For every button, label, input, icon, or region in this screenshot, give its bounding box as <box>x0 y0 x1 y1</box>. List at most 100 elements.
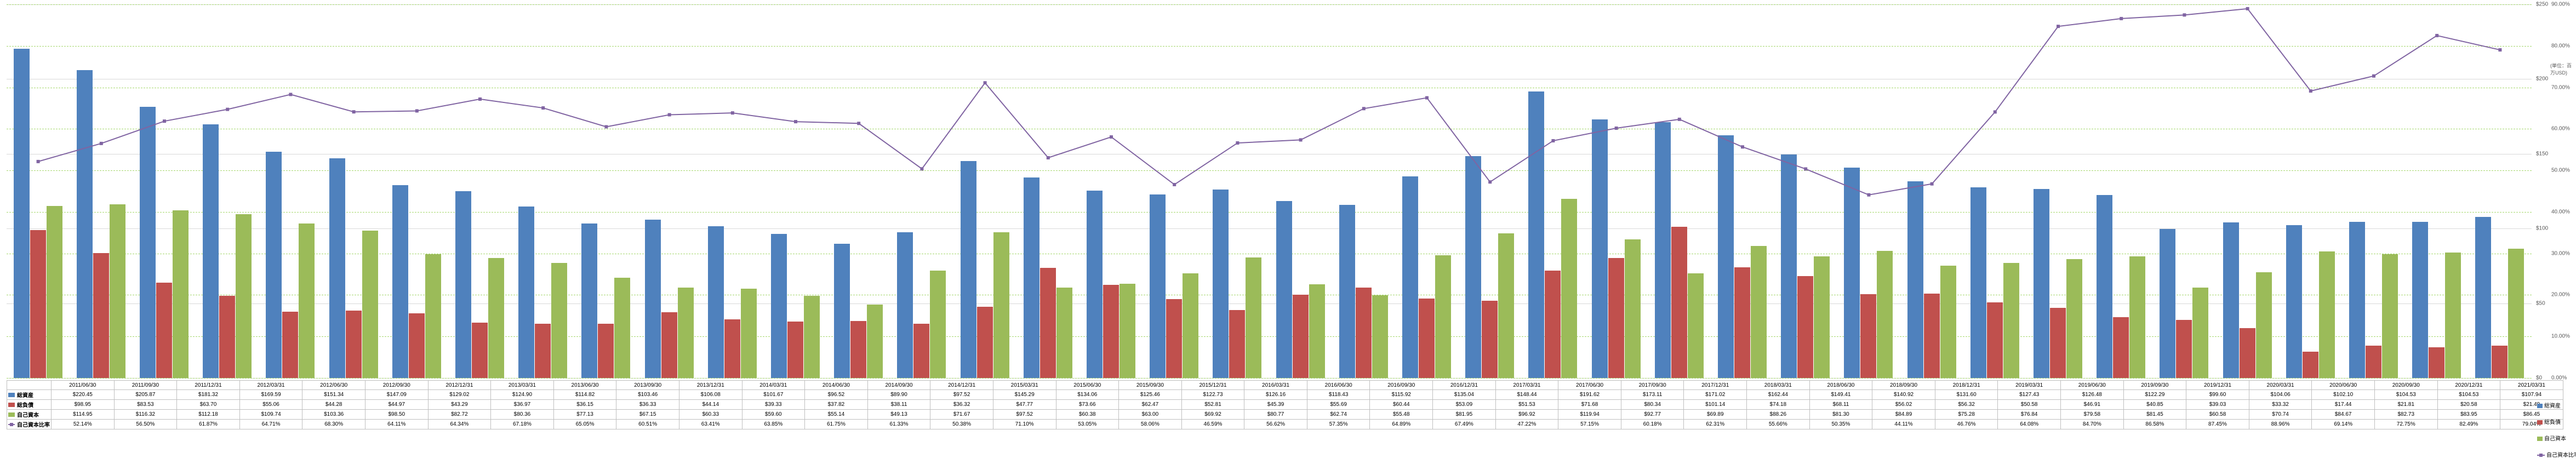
table-col-header: 2020/12/31 <box>2437 381 2500 390</box>
table-cell: $36.15 <box>553 400 616 410</box>
table-cell: $135.04 <box>1433 390 1496 400</box>
table-cell: 61.75% <box>805 420 868 429</box>
marker-自己資本比率 <box>920 167 923 170</box>
table-cell: 84.70% <box>2061 420 2124 429</box>
marker-自己資本比率 <box>604 125 608 128</box>
table-cell: $101.14 <box>1684 400 1747 410</box>
table-cell: $114.95 <box>52 410 115 420</box>
marker-自己資本比率 <box>226 108 229 111</box>
table-cell: $69.92 <box>1181 410 1244 420</box>
table-col-header: 2017/12/31 <box>1684 381 1747 390</box>
table-col-header: 2020/03/31 <box>2249 381 2312 390</box>
table-cell: 69.14% <box>2312 420 2375 429</box>
table-col-header: 2018/03/31 <box>1747 381 1810 390</box>
table-cell: $116.32 <box>114 410 177 420</box>
marker-自己資本比率 <box>2435 34 2438 37</box>
table-cell: $50.58 <box>1998 400 2061 410</box>
y-tick-left: $50 <box>2536 300 2545 306</box>
table-col-header: 2018/06/30 <box>1809 381 1872 390</box>
y-tick-right: 70.00% <box>2551 84 2570 90</box>
marker-自己資本比率 <box>2309 89 2312 93</box>
legend-marker-icon <box>8 424 15 425</box>
table-col-header: 2015/12/31 <box>1181 381 1244 390</box>
line-layer <box>7 4 2532 378</box>
table-cell: $45.39 <box>1244 400 1307 410</box>
table-cell: $40.85 <box>2123 400 2186 410</box>
table-cell: 52.14% <box>52 420 115 429</box>
table-cell: $114.82 <box>553 390 616 400</box>
table-cell: $36.33 <box>616 400 679 410</box>
table-corner <box>7 381 52 390</box>
table-cell: $104.53 <box>2374 390 2437 400</box>
legend-label: 自己資本比率 <box>2546 452 2576 458</box>
marker-自己資本比率 <box>2372 74 2375 78</box>
legend-label: 自己資本 <box>2544 436 2566 442</box>
table-cell: $80.77 <box>1244 410 1307 420</box>
table-cell: $70.74 <box>2249 410 2312 420</box>
table-cell: 57.35% <box>1307 420 1370 429</box>
marker-自己資本比率 <box>1425 96 1429 100</box>
table-cell: $39.33 <box>742 400 805 410</box>
table-col-header: 2014/12/31 <box>930 381 993 390</box>
table-col-header: 2012/09/30 <box>365 381 428 390</box>
legend-label: 総資産 <box>2544 403 2561 409</box>
table-col-header: 2020/06/30 <box>2312 381 2375 390</box>
table-cell: $112.18 <box>177 410 240 420</box>
legend-swatch-icon <box>2537 404 2543 408</box>
table-col-header: 2014/09/30 <box>867 381 930 390</box>
table-cell: $59.60 <box>742 410 805 420</box>
table-cell: 53.05% <box>1056 420 1119 429</box>
table-cell: 64.08% <box>1998 420 2061 429</box>
table-cell: $56.32 <box>1935 400 1998 410</box>
table-cell: 47.22% <box>1495 420 1558 429</box>
table-cell: $119.94 <box>1558 410 1621 420</box>
table-cell: $162.44 <box>1747 390 1810 400</box>
data-table: 2011/06/302011/09/302011/12/312012/03/31… <box>7 380 2563 429</box>
table-cell: 87.45% <box>2186 420 2249 429</box>
table-cell: $83.95 <box>2437 410 2500 420</box>
table-cell: $55.14 <box>805 410 868 420</box>
table-cell: $96.52 <box>805 390 868 400</box>
legend-marker-icon <box>8 393 15 397</box>
table-cell: $88.26 <box>1747 410 1810 420</box>
y-tick-right: 30.00% <box>2551 250 2570 256</box>
table-cell: $43.29 <box>428 400 491 410</box>
table-cell: $103.36 <box>302 410 365 420</box>
marker-自己資本比率 <box>1236 141 1239 145</box>
table-cell: $74.18 <box>1747 400 1810 410</box>
table-cell: $99.60 <box>2186 390 2249 400</box>
table-col-header: 2019/03/31 <box>1998 381 2061 390</box>
table-cell: $96.92 <box>1495 410 1558 420</box>
y-tick-left: $150 <box>2536 151 2548 157</box>
marker-自己資本比率 <box>352 110 356 113</box>
table-cell: $79.58 <box>2061 410 2124 420</box>
table-cell: $51.53 <box>1495 400 1558 410</box>
legend-marker-icon <box>8 403 15 407</box>
y-tick-left: $250 <box>2536 2 2548 8</box>
series-label: 自己資本比率 <box>17 422 50 428</box>
table-cell: $56.02 <box>1872 400 1935 410</box>
table-cell: 64.11% <box>365 420 428 429</box>
table-cell: $129.02 <box>428 390 491 400</box>
marker-自己資本比率 <box>1488 180 1492 184</box>
table-cell: $173.11 <box>1621 390 1684 400</box>
table-cell: $44.14 <box>679 400 742 410</box>
y-tick-right: 90.00% <box>2551 2 2570 8</box>
table-cell: $109.74 <box>239 410 302 420</box>
table-cell: $17.44 <box>2312 400 2375 410</box>
table-cell: $39.03 <box>2186 400 2249 410</box>
table-cell: $104.06 <box>2249 390 2312 400</box>
right-legend-item: 総負債 <box>2537 417 2561 426</box>
y-tick-right: 10.00% <box>2551 334 2570 340</box>
marker-自己資本比率 <box>668 113 671 116</box>
table-cell: 68.30% <box>302 420 365 429</box>
table-cell: $102.10 <box>2312 390 2375 400</box>
table-cell: $36.32 <box>930 400 993 410</box>
legend-swatch-icon <box>2537 455 2545 456</box>
table-cell: 63.41% <box>679 420 742 429</box>
y-tick-left: $100 <box>2536 226 2548 232</box>
table-cell: $75.28 <box>1935 410 1998 420</box>
right-legend-item: 自己資本比率 <box>2537 450 2576 458</box>
table-cell: 60.51% <box>616 420 679 429</box>
marker-自己資本比率 <box>1551 139 1555 142</box>
